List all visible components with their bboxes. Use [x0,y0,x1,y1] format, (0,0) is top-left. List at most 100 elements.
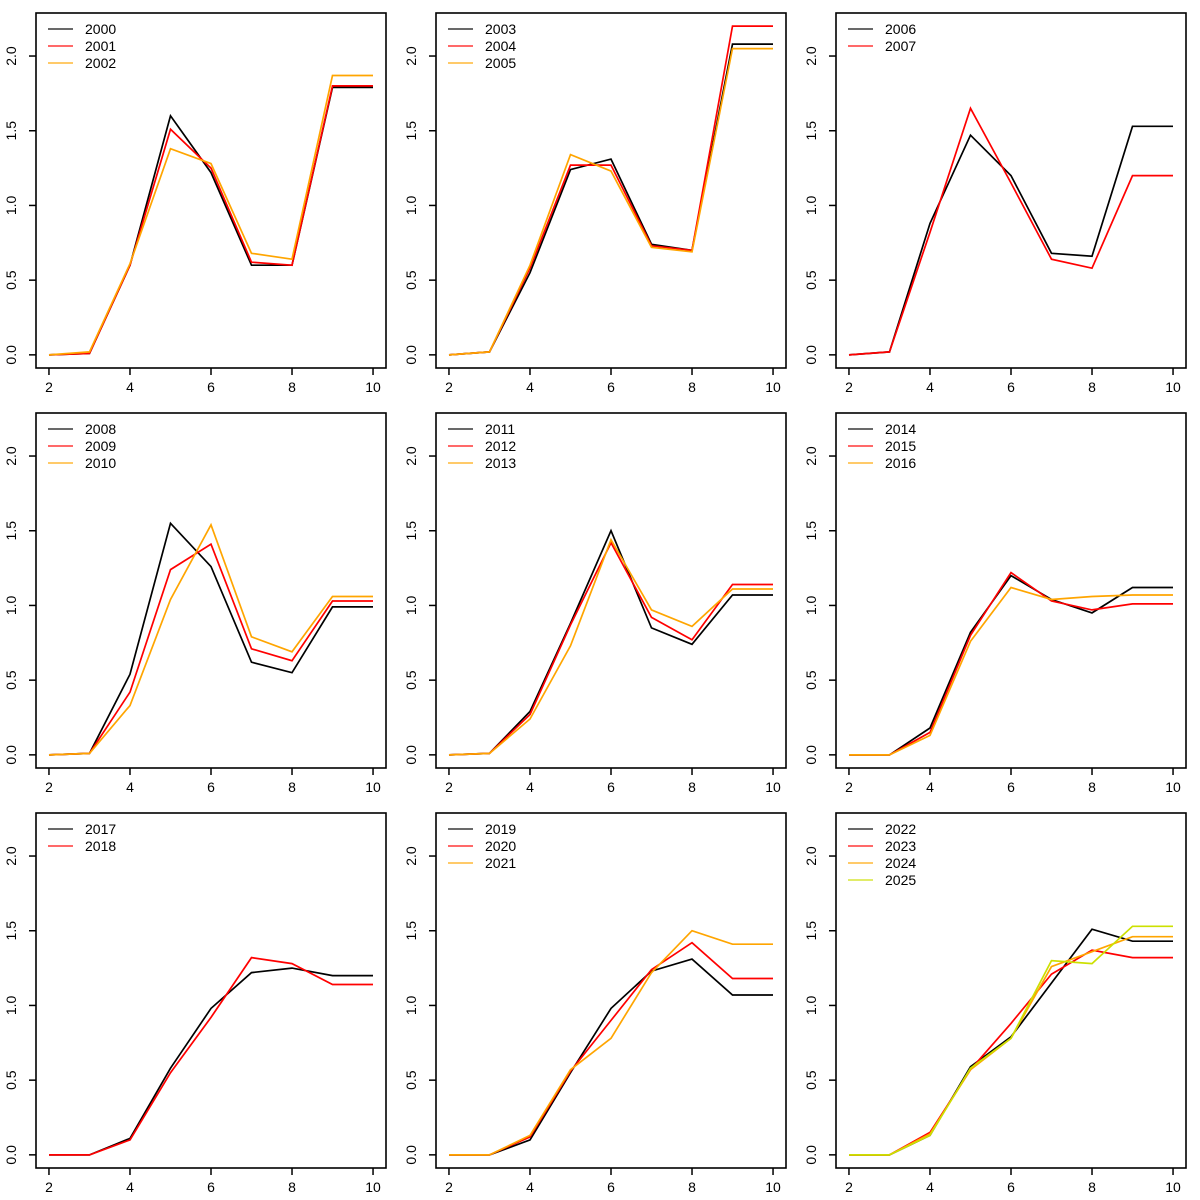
y-tick-label: 1.5 [403,521,419,541]
x-tick-label: 6 [607,379,615,395]
y-tick-label: 0.5 [3,270,19,290]
y-tick-label: 0.0 [803,345,819,365]
legend-label-2001: 2001 [85,38,116,54]
series-line-2014 [849,574,1173,756]
series-line-2009 [48,542,373,756]
x-tick-label: 2 [445,379,453,395]
series-line-2023 [849,949,1173,1156]
series-line-2008 [48,521,373,756]
y-tick-label: 0.5 [403,670,419,690]
x-tick-label: 10 [365,1179,381,1195]
x-tick-label: 6 [1007,1179,1015,1195]
legend-label-2015: 2015 [885,438,916,454]
x-tick-label: 6 [607,779,615,795]
legend-label-2010: 2010 [85,455,116,471]
y-tick-label: 1.0 [3,595,19,615]
series-line-2002 [48,74,373,356]
chart-panel-6: 2 4 6 8 10 0.0 0.5 1.0 1.5 2.0 2014 2015 2016 [800,400,1200,800]
x-tick-label: 4 [126,379,134,395]
legend-label-2008: 2008 [85,421,116,437]
legend-label-2014: 2014 [885,421,916,437]
x-tick-label: 8 [1088,1179,1096,1195]
plot-box [835,12,1187,369]
y-tick-label: 1.5 [403,921,419,941]
chart-panel-4: 2 4 6 8 10 0.0 0.5 1.0 1.5 2.0 2008 2009 2010 [0,400,400,800]
x-tick-label: 2 [445,1179,453,1195]
legend-label-2013: 2013 [485,455,516,471]
x-tick-label: 4 [926,379,934,395]
legend-label-2022: 2022 [885,821,916,837]
x-tick-label: 8 [1088,379,1096,395]
x-tick-label: 8 [1088,779,1096,795]
series-line-2007 [848,106,1173,356]
chart-panel-5: 2 4 6 8 10 0.0 0.5 1.0 1.5 2.0 2011 2012 2013 [400,400,800,800]
legend-label-2018: 2018 [85,838,116,854]
y-tick-label: 1.0 [403,195,419,215]
legend-label-2024: 2024 [885,855,916,871]
y-tick-label: 1.0 [403,995,419,1015]
chart-panel-3: 2 4 6 8 10 0.0 0.5 1.0 1.5 2.0 2006 2007 [800,0,1200,400]
x-tick-label: 4 [526,379,534,395]
x-tick-label: 2 [845,379,853,395]
x-tick-label: 10 [1165,379,1181,395]
series-line-2020 [449,941,773,1156]
legend-label-2007: 2007 [885,38,916,54]
y-tick-label: 2.0 [403,46,419,66]
series-line-2011 [448,528,773,756]
y-tick-label: 2.0 [3,46,19,66]
plot-box [35,812,387,1169]
legend-label-2016: 2016 [885,455,916,471]
legend-label-2020: 2020 [485,838,516,854]
x-tick-label: 8 [288,779,296,795]
legend-label-2006: 2006 [885,21,916,37]
y-tick-label: 0.5 [803,1070,819,1090]
series-line-2018 [49,956,373,1156]
series-line-2016 [849,586,1173,756]
chart-panel-2: 2 4 6 8 10 0.0 0.5 1.0 1.5 2.0 2003 2004 2005 [400,0,800,400]
series-line-2024 [849,935,1173,1156]
series-line-2015 [849,571,1173,756]
y-tick-label: 0.5 [3,670,19,690]
x-tick-label: 8 [288,1179,296,1195]
x-tick-label: 4 [126,779,134,795]
x-tick-label: 2 [45,779,53,795]
y-tick-label: 1.5 [3,121,19,141]
y-tick-label: 0.5 [403,270,419,290]
x-tick-label: 10 [365,379,381,395]
x-tick-label: 8 [688,1179,696,1195]
series-line-2005 [448,47,773,356]
series-line-2017 [49,967,373,1156]
x-tick-label: 8 [288,379,296,395]
y-tick-label: 0.5 [3,1070,19,1090]
x-tick-label: 4 [526,779,534,795]
legend-label-2005: 2005 [485,55,516,71]
y-tick-label: 1.0 [803,195,819,215]
x-tick-label: 10 [765,1179,781,1195]
x-tick-label: 6 [207,779,215,795]
series-line-2004 [448,25,773,356]
legend-label-2004: 2004 [485,38,516,54]
legend-label-2000: 2000 [85,21,116,37]
y-tick-label: 1.5 [803,521,819,541]
x-tick-label: 10 [1165,779,1181,795]
legend-label-2003: 2003 [485,21,516,37]
legend-label-2002: 2002 [85,55,116,71]
y-tick-label: 1.0 [3,195,19,215]
y-tick-label: 1.0 [803,995,819,1015]
y-tick-label: 0.5 [403,1070,419,1090]
legend-label-2017: 2017 [85,821,116,837]
series-line-2019 [449,958,773,1156]
x-tick-label: 10 [765,379,781,395]
x-tick-label: 2 [845,1179,853,1195]
